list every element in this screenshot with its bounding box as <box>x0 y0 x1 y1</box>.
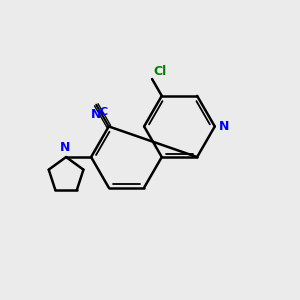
Text: N: N <box>59 140 70 154</box>
Text: C: C <box>100 107 108 117</box>
Text: N: N <box>219 120 230 133</box>
Text: Cl: Cl <box>154 64 167 77</box>
Text: N: N <box>91 108 101 121</box>
